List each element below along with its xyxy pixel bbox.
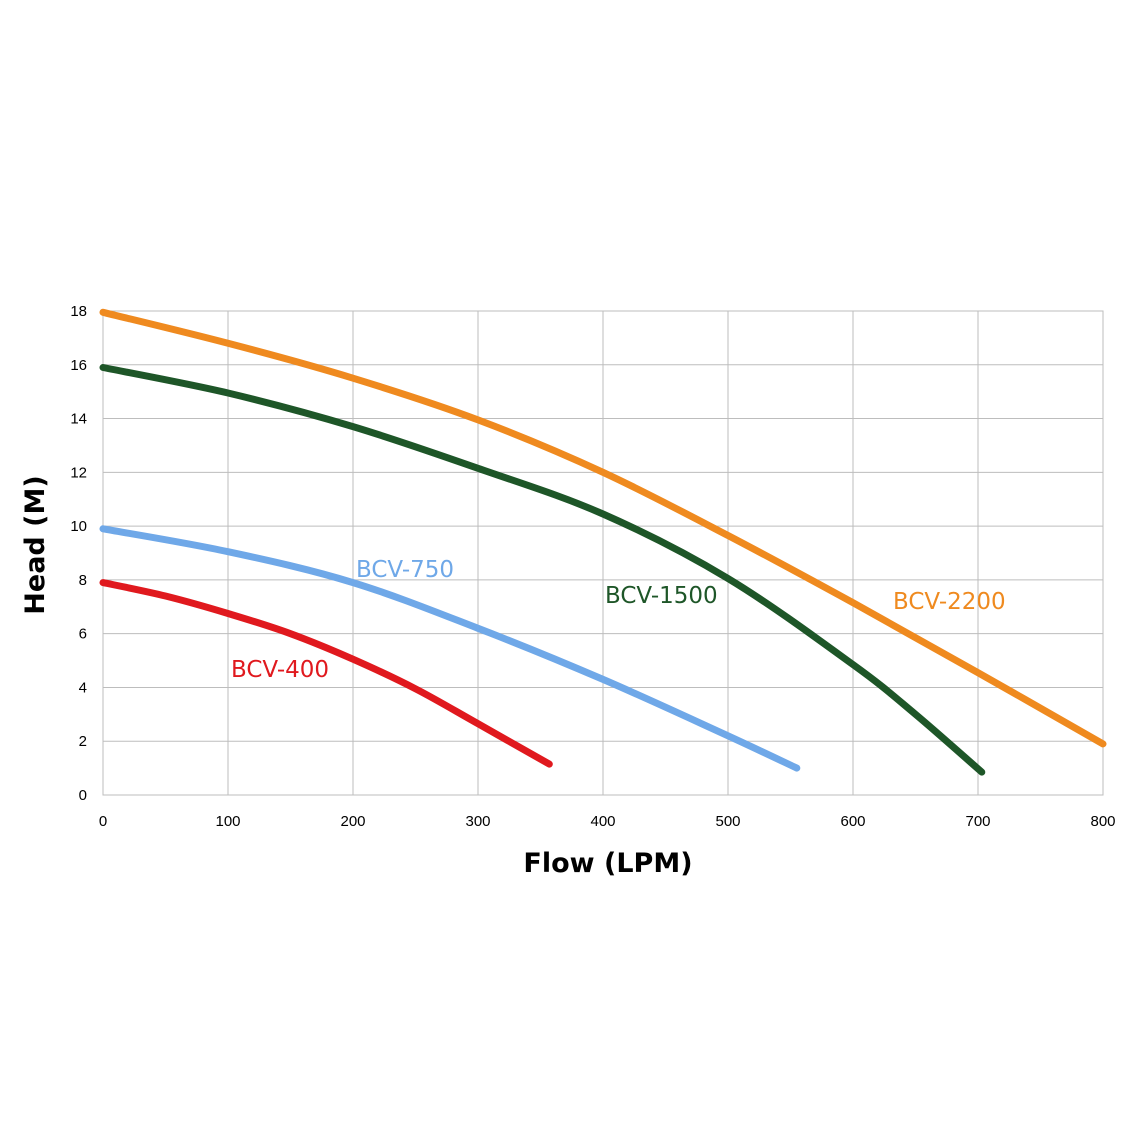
series-line-bcv-2200 [99,308,1107,748]
series-line-bcv-750 [99,525,801,772]
x-axis-title: Flow (LPM) [523,848,692,879]
y-tick-label: 0 [79,787,87,804]
series-label-bcv-1500: BCV-1500 [605,583,718,609]
x-tick-label: 100 [215,813,240,830]
y-tick-label: 16 [70,357,87,374]
gridlines [102,310,1104,796]
x-tick-label: 400 [590,813,615,830]
series-line-bcv-1500 [99,364,986,776]
x-tick-label: 300 [465,813,490,830]
plot-area-frame [102,310,1104,796]
y-tick-label: 6 [79,626,87,643]
series-label-bcv-750: BCV-750 [356,557,454,583]
series-label-bcv-400: BCV-400 [231,657,329,683]
y-tick-label: 4 [79,679,87,696]
series-line-bcv-400 [99,579,553,768]
y-tick-label: 2 [79,733,87,750]
series-labels: BCV-400 BCV-750 BCV-1500 BCV-2200 [231,557,1006,683]
series-lines [99,308,1107,776]
x-tick-label: 700 [965,813,990,830]
x-tick-label: 0 [99,813,107,830]
y-tick-label: 8 [79,572,87,589]
y-tick-label: 18 [70,303,87,320]
x-tick-label: 500 [715,813,740,830]
series-label-bcv-2200: BCV-2200 [893,589,1006,615]
y-tick-label: 14 [70,411,87,428]
y-tick-label: 12 [70,464,87,481]
y-tick-label: 10 [70,518,87,535]
y-axis-ticks: 0 2 4 6 8 10 12 14 16 18 [70,303,87,804]
x-tick-label: 800 [1090,813,1115,830]
x-tick-label: 600 [840,813,865,830]
y-axis-title: Head (M) [20,475,51,614]
x-tick-label: 200 [340,813,365,830]
x-axis-ticks: 0 100 200 300 400 500 600 700 800 [99,813,1116,830]
